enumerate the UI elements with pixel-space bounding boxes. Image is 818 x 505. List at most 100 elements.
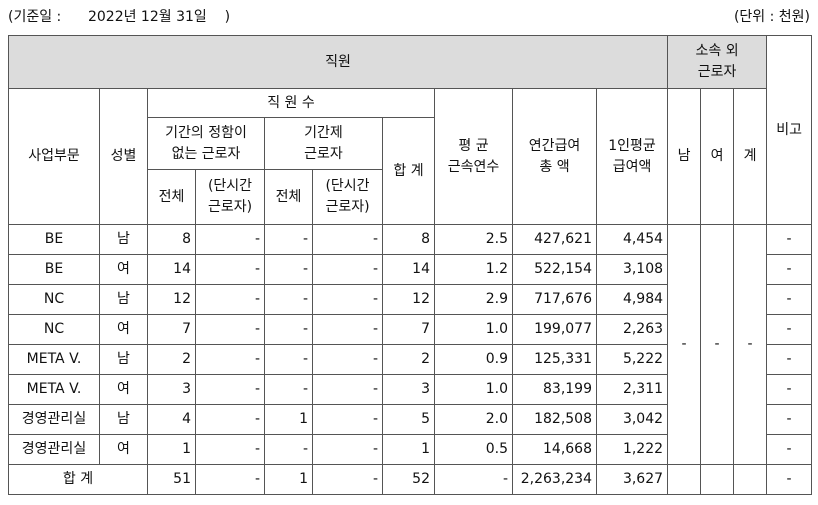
tenure-cell: 2.0	[434, 404, 513, 435]
annual-pay-cell: 14,668	[512, 434, 597, 465]
gender-cell: 남	[99, 224, 148, 255]
header-cont-all: 전체	[264, 169, 313, 225]
header-staff-count: 직 원 수	[147, 88, 435, 118]
remark-cell: -	[766, 344, 813, 375]
header-avg-tenure: 평 균 근속연수	[434, 88, 513, 225]
perm-part-cell: -	[195, 344, 265, 375]
division-cell: BE	[8, 224, 100, 255]
totals-remark: -	[766, 464, 813, 495]
remark-cell: -	[766, 434, 813, 465]
gender-cell: 여	[99, 374, 148, 405]
employee-status-table: 직원 소속 외 근로자 비고 사업부문 성별 직 원 수 평 균 근속연수 연간…	[7, 35, 813, 495]
division-cell: NC	[8, 314, 100, 345]
totals-perm-part: -	[195, 464, 265, 495]
table-row: 경영관리실 남 4 - 1 - 5 2.0 182,508 3,042 -	[8, 404, 813, 435]
totals-affiliate-female	[700, 464, 735, 495]
annual-pay-cell: 522,154	[512, 254, 597, 285]
tenure-cell: 1.0	[434, 314, 513, 345]
affiliate-female-cell: -	[700, 224, 735, 465]
perm-all-cell: 4	[147, 404, 196, 435]
cont-all-cell: -	[264, 344, 313, 375]
total-cell: 12	[382, 284, 435, 315]
header-affiliate-female: 여	[700, 88, 735, 225]
perm-part-cell: -	[195, 434, 265, 465]
table-row: NC 남 12 - - - 12 2.9 717,676 4,984 -	[8, 284, 813, 315]
header-contract: 기간제 근로자	[264, 117, 383, 170]
cont-all-cell: -	[264, 374, 313, 405]
totals-perm-all: 51	[147, 464, 196, 495]
tenure-cell: 2.9	[434, 284, 513, 315]
tenure-cell: 0.9	[434, 344, 513, 375]
totals-affiliate-male	[667, 464, 702, 495]
total-cell: 5	[382, 404, 435, 435]
table-row: 경영관리실 여 1 - - - 1 0.5 14,668 1,222 -	[8, 434, 813, 465]
totals-affiliate-sum	[733, 464, 768, 495]
perm-all-cell: 12	[147, 284, 196, 315]
total-cell: 2	[382, 344, 435, 375]
perm-part-cell: -	[195, 314, 265, 345]
cont-all-cell: -	[264, 224, 313, 255]
report-header: (기준일 : 2022년 12월 31일 ) (단위 : 천원)	[8, 6, 810, 26]
totals-row: 합 계 51 - 1 - 52 - 2,263,234 3,627 -	[8, 464, 813, 495]
cont-part-cell: -	[312, 434, 383, 465]
header-total: 합 계	[382, 117, 435, 225]
division-cell: META V.	[8, 344, 100, 375]
cont-part-cell: -	[312, 344, 383, 375]
remark-cell: -	[766, 224, 813, 255]
header-avg-pay: 1인평균 급여액	[595, 88, 669, 225]
division-cell: 경영관리실	[8, 404, 100, 435]
avg-pay-cell: 5,222	[595, 344, 669, 375]
cont-all-cell: -	[264, 254, 313, 285]
totals-label: 합 계	[8, 464, 148, 495]
remark-cell: -	[766, 314, 813, 345]
header-affiliate-workers: 소속 외 근로자	[667, 35, 768, 89]
header-perm-part-time: (단시간 근로자)	[195, 169, 265, 225]
annual-pay-cell: 199,077	[512, 314, 597, 345]
tenure-cell: 1.2	[434, 254, 513, 285]
affiliate-male-cell: -	[667, 224, 702, 465]
avg-pay-cell: 3,108	[595, 254, 669, 285]
tenure-cell: 2.5	[434, 224, 513, 255]
perm-part-cell: -	[195, 224, 265, 255]
header-staff: 직원	[7, 35, 669, 89]
annual-pay-cell: 182,508	[512, 404, 597, 435]
reference-date: (기준일 : 2022년 12월 31일 )	[8, 9, 231, 25]
division-cell: 경영관리실	[8, 434, 100, 465]
gender-cell: 여	[99, 434, 148, 465]
header-division: 사업부문	[8, 88, 100, 225]
cont-all-cell: 1	[264, 404, 313, 435]
perm-all-cell: 8	[147, 224, 196, 255]
header-annual-pay: 연간급여 총 액	[512, 88, 597, 225]
total-cell: 14	[382, 254, 435, 285]
remark-cell: -	[766, 374, 813, 405]
avg-pay-cell: 3,042	[595, 404, 669, 435]
table-row: NC 여 7 - - - 7 1.0 199,077 2,263 -	[8, 314, 813, 345]
total-cell: 1	[382, 434, 435, 465]
table-row: BE 남 8 - - - 8 2.5 427,621 4,454 - - - -	[8, 224, 813, 465]
header-affiliate-sum: 계	[733, 88, 768, 225]
unit-label: (단위 : 천원)	[733, 9, 810, 25]
table-row: META V. 여 3 - - - 3 1.0 83,199 2,311 -	[8, 374, 813, 405]
gender-cell: 남	[99, 284, 148, 315]
division-cell: META V.	[8, 374, 100, 405]
annual-pay-cell: 125,331	[512, 344, 597, 375]
perm-part-cell: -	[195, 254, 265, 285]
header-permanent: 기간의 정함이 없는 근로자	[147, 117, 265, 170]
annual-pay-cell: 427,621	[512, 224, 597, 255]
header-affiliate-male: 남	[667, 88, 702, 225]
totals-tenure: -	[434, 464, 513, 495]
remark-cell: -	[766, 254, 813, 285]
cont-all-cell: -	[264, 314, 313, 345]
perm-part-cell: -	[195, 284, 265, 315]
avg-pay-cell: 4,454	[595, 224, 669, 255]
division-cell: BE	[8, 254, 100, 285]
header-gender: 성별	[99, 88, 148, 225]
avg-pay-cell: 2,263	[595, 314, 669, 345]
remark-cell: -	[766, 284, 813, 315]
totals-annual-pay: 2,263,234	[512, 464, 597, 495]
perm-all-cell: 7	[147, 314, 196, 345]
cont-all-cell: -	[264, 284, 313, 315]
perm-all-cell: 1	[147, 434, 196, 465]
tenure-cell: 0.5	[434, 434, 513, 465]
header-remark: 비고	[766, 35, 813, 225]
